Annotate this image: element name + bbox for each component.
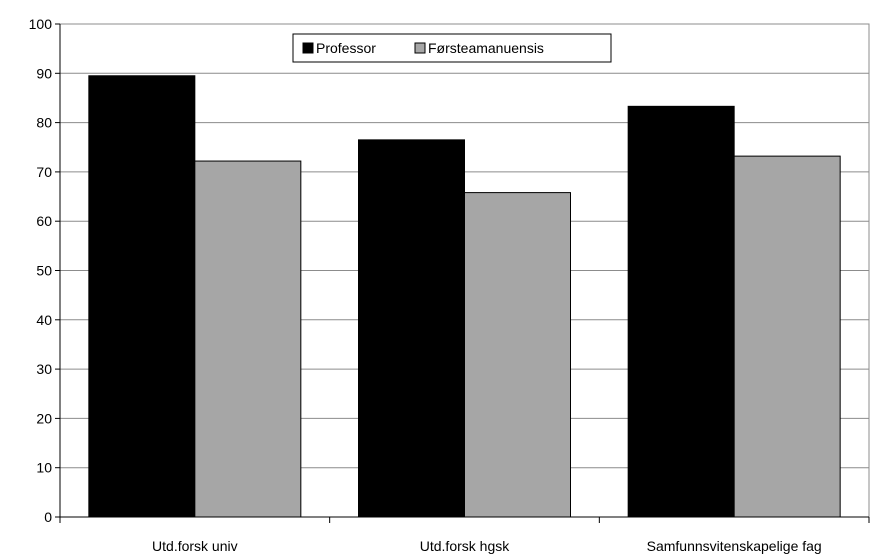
bar-forsteamanuensis (464, 192, 571, 518)
x-category-label: Utd.forsk hgsk (420, 538, 510, 554)
legend-swatch (302, 42, 314, 54)
legend: Professor Førsteamanuensis (292, 33, 612, 63)
bars (88, 75, 841, 518)
legend-label: Førsteamanuensis (428, 40, 544, 56)
bar-professor (627, 105, 735, 518)
legend-swatch (414, 42, 426, 54)
bar-forsteamanuensis (194, 160, 302, 518)
y-tick-label: 60 (36, 213, 52, 229)
y-tick-label: 30 (36, 361, 52, 377)
y-tick-label: 80 (36, 115, 52, 131)
x-category-label: Utd.forsk univ (152, 538, 238, 554)
y-tick-label: 50 (36, 263, 52, 279)
y-tick-label: 10 (36, 460, 52, 476)
y-tick-label: 90 (36, 65, 52, 81)
x-axis-labels: Utd.forsk univ Utd.forsk hgsk Samfunnsvite… (152, 538, 822, 554)
y-tick-label: 40 (36, 312, 52, 328)
legend-box (292, 33, 612, 63)
y-axis-ticks: 0 10 20 30 40 50 60 70 80 90 100 (29, 16, 60, 525)
y-tick-label: 0 (44, 509, 52, 525)
y-tick-label: 70 (36, 164, 52, 180)
bar-professor (358, 139, 465, 518)
y-tick-label: 20 (36, 410, 52, 426)
y-tick-label: 100 (29, 16, 53, 32)
bar-professor (88, 75, 196, 518)
x-category-label: Samfunnsvitenskapelige fag (647, 538, 822, 554)
bar-forsteamanuensis (733, 155, 841, 518)
legend-label: Professor (316, 40, 376, 56)
